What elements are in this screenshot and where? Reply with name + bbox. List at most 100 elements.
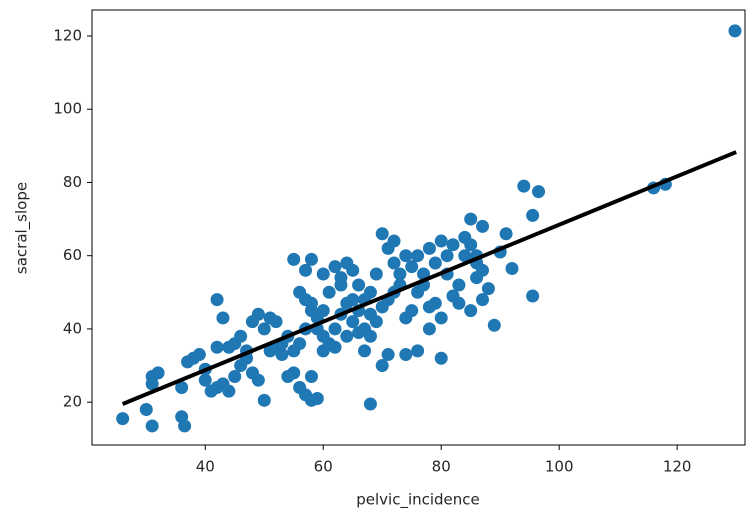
scatter-point — [346, 315, 360, 329]
scatter-point — [399, 311, 413, 325]
scatter-point — [464, 304, 478, 318]
x-tick-label: 40 — [196, 458, 215, 476]
scatter-point — [181, 355, 195, 369]
scatter-point — [369, 267, 383, 281]
scatter-point — [517, 179, 531, 193]
scatter-point — [411, 249, 425, 263]
scatter-point — [526, 289, 540, 303]
scatter-point — [328, 322, 342, 336]
scatter-point — [428, 296, 442, 310]
y-tick-label: 100 — [53, 100, 82, 118]
scatter-point — [293, 337, 307, 351]
scatter-point — [446, 238, 460, 252]
scatter-point — [476, 293, 490, 307]
scatter-point — [434, 234, 448, 248]
scatter-point — [304, 304, 318, 318]
scatter-point — [328, 260, 342, 274]
scatter-point — [363, 397, 377, 411]
scatter-point — [145, 377, 159, 391]
scatter-point — [269, 315, 283, 329]
scatter-point — [452, 278, 466, 292]
x-tick-label: 100 — [545, 458, 574, 476]
scatter-point — [387, 256, 401, 270]
scatter-point — [352, 278, 366, 292]
scatter-point — [263, 344, 277, 358]
scatter-point — [399, 348, 413, 362]
scatter-point — [293, 285, 307, 299]
scatter-point — [299, 263, 313, 277]
scatter-point — [458, 249, 472, 263]
scatter-point — [304, 252, 318, 266]
scatter-point — [399, 249, 413, 263]
x-axis-label: pelvic_incidence — [356, 491, 480, 510]
scatter-point — [245, 366, 259, 380]
scatter-point — [346, 293, 360, 307]
scatter-point — [340, 256, 354, 270]
scatter-point — [526, 208, 540, 222]
plot-frame — [91, 9, 746, 446]
scatter-point — [446, 289, 460, 303]
scatter-point — [251, 307, 265, 321]
regression-line — [121, 150, 737, 406]
scatter-point — [228, 370, 242, 384]
scatter-point — [440, 249, 454, 263]
x-tick-label: 60 — [314, 458, 333, 476]
scatter-point — [257, 322, 271, 336]
scatter-point — [381, 348, 395, 362]
scatter-point — [434, 351, 448, 365]
scatter-point — [316, 267, 330, 281]
scatter-point — [234, 359, 248, 373]
scatter-point — [322, 337, 336, 351]
scatter-point — [464, 238, 478, 252]
scatter-point — [322, 285, 336, 299]
scatter-point — [532, 185, 546, 199]
scatter-point — [464, 212, 478, 226]
scatter-point — [281, 370, 295, 384]
scatter-point — [145, 419, 159, 433]
y-tick-label: 20 — [63, 393, 82, 411]
scatter-point — [387, 234, 401, 248]
scatter-point — [434, 311, 448, 325]
scatter-point — [428, 256, 442, 270]
scatter-point — [310, 391, 324, 405]
scatter-point — [334, 278, 348, 292]
scatter-point — [405, 260, 419, 274]
scatter-point — [728, 24, 742, 38]
scatter-point — [363, 329, 377, 343]
scatter-point — [393, 267, 407, 281]
scatter-point — [481, 282, 495, 296]
scatter-point — [210, 293, 224, 307]
scatter-point — [476, 263, 490, 277]
scatter-point — [204, 384, 218, 398]
scatter-point — [257, 393, 271, 407]
scatter-point — [369, 315, 383, 329]
scatter-point — [175, 381, 189, 395]
scatter-point — [499, 227, 513, 241]
scatter-point — [358, 344, 372, 358]
scatter-point — [505, 262, 519, 276]
scatter-point — [411, 344, 425, 358]
scatter-point — [422, 322, 436, 336]
y-axis-label: sacral_slope — [13, 182, 32, 274]
scatter-point — [216, 311, 230, 325]
y-tick-label: 60 — [63, 246, 82, 264]
scatter-point — [304, 370, 318, 384]
y-tick-label: 40 — [63, 319, 82, 337]
scatter-point — [476, 219, 490, 233]
y-tick-label: 120 — [53, 26, 82, 44]
scatter-point — [198, 373, 212, 387]
scatter-point — [116, 412, 130, 426]
x-tick-label: 80 — [432, 458, 451, 476]
scatter-point — [375, 359, 389, 373]
scatter-point — [375, 227, 389, 241]
scatter-point — [175, 410, 189, 424]
scatter-point — [287, 252, 301, 266]
x-tick-label: 120 — [663, 458, 692, 476]
scatter-point — [139, 402, 153, 416]
scatter-point — [422, 241, 436, 255]
scatter-point — [293, 381, 307, 395]
scatter-point — [210, 340, 224, 354]
scatter-point — [487, 318, 501, 332]
scatter-point — [340, 329, 354, 343]
